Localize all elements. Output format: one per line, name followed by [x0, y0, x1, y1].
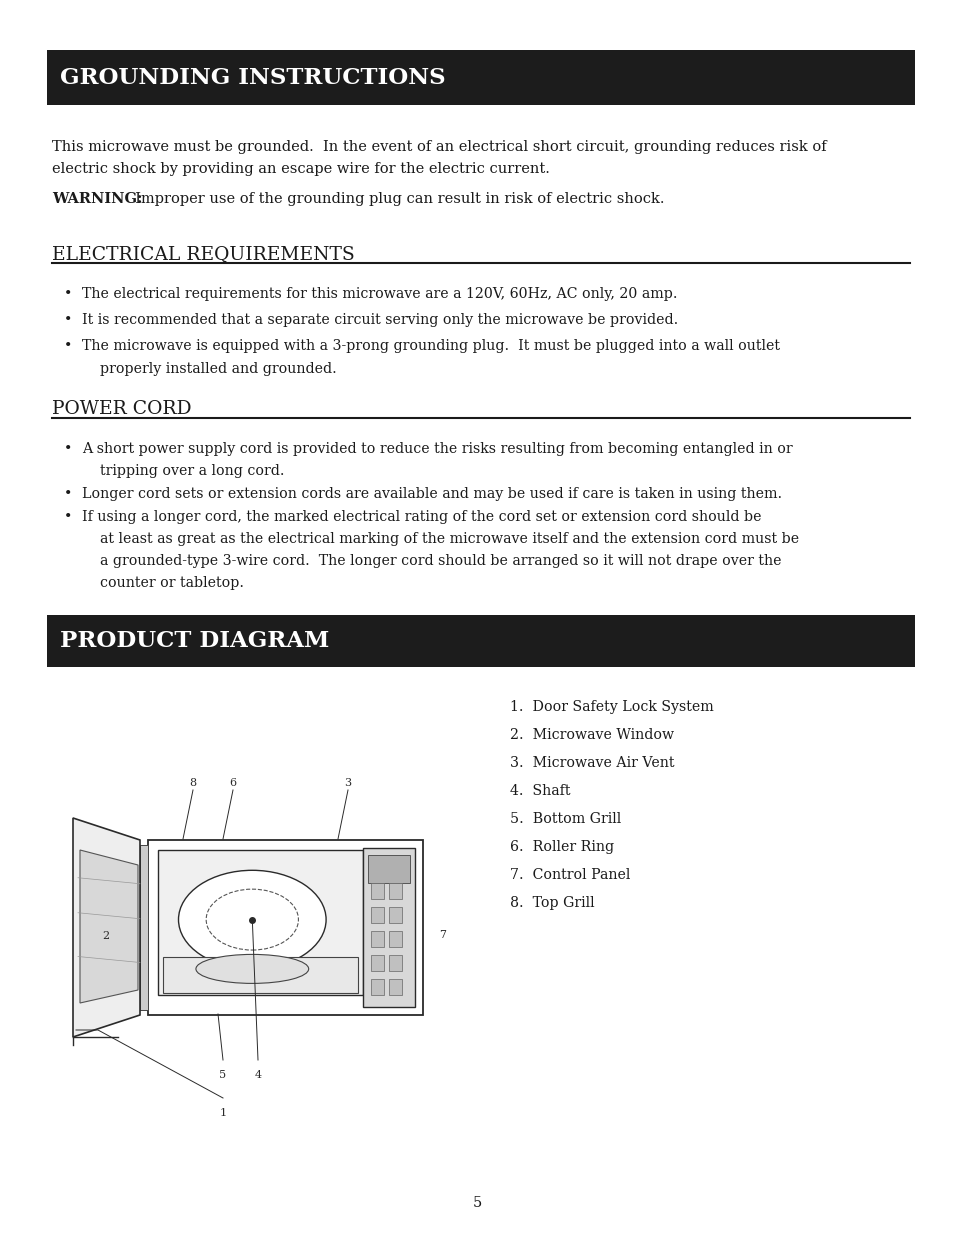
Text: properly installed and grounded.: properly installed and grounded. — [82, 362, 336, 375]
Text: POWER CORD: POWER CORD — [52, 400, 192, 417]
Bar — [371, 906, 384, 923]
Bar — [389, 955, 401, 971]
Bar — [158, 850, 363, 995]
Text: 4.  Shaft: 4. Shaft — [510, 784, 570, 798]
Text: 6.  Roller Ring: 6. Roller Ring — [510, 840, 614, 853]
Bar — [163, 957, 357, 993]
Text: WARNING:: WARNING: — [52, 191, 142, 206]
Ellipse shape — [178, 871, 326, 969]
Ellipse shape — [195, 955, 309, 983]
Text: The microwave is equipped with a 3-prong grounding plug.  It must be plugged int: The microwave is equipped with a 3-prong… — [82, 338, 780, 353]
Bar — [389, 979, 401, 995]
Text: 1: 1 — [219, 1108, 226, 1118]
Text: 3.  Microwave Air Vent: 3. Microwave Air Vent — [510, 756, 674, 769]
Text: counter or tabletop.: counter or tabletop. — [82, 576, 244, 590]
Text: electric shock by providing an escape wire for the electric current.: electric shock by providing an escape wi… — [52, 162, 549, 177]
Bar — [368, 855, 410, 883]
Text: 5: 5 — [219, 1070, 226, 1079]
Text: A short power supply cord is provided to reduce the risks resulting from becomin: A short power supply cord is provided to… — [82, 442, 792, 456]
Bar — [371, 931, 384, 947]
Polygon shape — [73, 818, 140, 1037]
Text: •: • — [64, 442, 72, 456]
Text: If using a longer cord, the marked electrical rating of the cord set or extensio: If using a longer cord, the marked elect… — [82, 510, 760, 524]
Text: 5: 5 — [472, 1195, 481, 1210]
Bar — [389, 883, 401, 899]
Text: 2.  Microwave Window: 2. Microwave Window — [510, 727, 674, 742]
Bar — [140, 845, 148, 1010]
Text: 7.  Control Panel: 7. Control Panel — [510, 868, 630, 882]
Text: 4: 4 — [254, 1070, 261, 1079]
Bar — [389, 931, 401, 947]
Text: 7: 7 — [439, 930, 446, 940]
Polygon shape — [80, 850, 138, 1003]
Bar — [148, 840, 422, 1015]
Text: a grounded-type 3-wire cord.  The longer cord should be arranged so it will not : a grounded-type 3-wire cord. The longer … — [82, 555, 781, 568]
Bar — [47, 615, 914, 667]
Text: Longer cord sets or extension cords are available and may be used if care is tak: Longer cord sets or extension cords are … — [82, 487, 781, 501]
Bar — [363, 848, 415, 1007]
Text: 6: 6 — [230, 778, 236, 788]
Text: tripping over a long cord.: tripping over a long cord. — [82, 464, 284, 478]
Text: •: • — [64, 510, 72, 524]
Text: GROUNDING INSTRUCTIONS: GROUNDING INSTRUCTIONS — [60, 67, 445, 89]
Text: •: • — [64, 287, 72, 301]
Text: The electrical requirements for this microwave are a 120V, 60Hz, AC only, 20 amp: The electrical requirements for this mic… — [82, 287, 677, 301]
Text: •: • — [64, 312, 72, 327]
Text: 3: 3 — [344, 778, 352, 788]
Text: at least as great as the electrical marking of the microwave itself and the exte: at least as great as the electrical mark… — [82, 532, 799, 546]
Text: 8: 8 — [190, 778, 196, 788]
Text: Improper use of the grounding plug can result in risk of electric shock.: Improper use of the grounding plug can r… — [126, 191, 664, 206]
Text: It is recommended that a separate circuit serving only the microwave be provided: It is recommended that a separate circui… — [82, 312, 678, 327]
Bar — [389, 906, 401, 923]
Bar — [371, 979, 384, 995]
Text: •: • — [64, 487, 72, 501]
Text: 5.  Bottom Grill: 5. Bottom Grill — [510, 811, 620, 826]
Bar — [371, 883, 384, 899]
Text: PRODUCT DIAGRAM: PRODUCT DIAGRAM — [60, 630, 329, 652]
Text: 2: 2 — [102, 931, 110, 941]
Text: 8.  Top Grill: 8. Top Grill — [510, 897, 594, 910]
Text: This microwave must be grounded.  In the event of an electrical short circuit, g: This microwave must be grounded. In the … — [52, 140, 825, 154]
Text: •: • — [64, 338, 72, 353]
Text: 1.  Door Safety Lock System: 1. Door Safety Lock System — [510, 700, 713, 714]
Text: ELECTRICAL REQUIREMENTS: ELECTRICAL REQUIREMENTS — [52, 245, 355, 263]
Bar — [371, 955, 384, 971]
Bar — [47, 49, 914, 105]
